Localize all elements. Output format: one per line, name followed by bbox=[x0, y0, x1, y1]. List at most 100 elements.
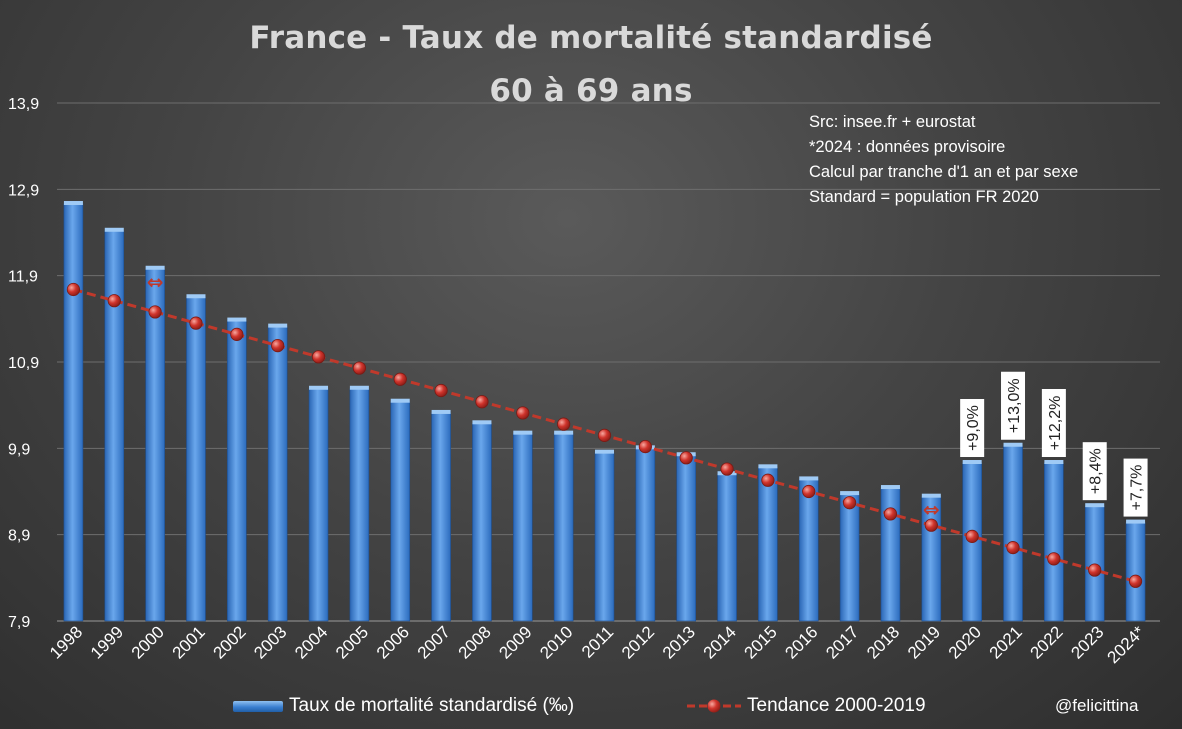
bar bbox=[839, 493, 860, 622]
x-tick-label: 2015 bbox=[741, 622, 781, 662]
x-tick-label: 2024* bbox=[1104, 622, 1149, 667]
x-tick-label: 2021 bbox=[986, 622, 1026, 662]
x-tick-label: 2001 bbox=[169, 622, 209, 662]
x-tick-label: 2000 bbox=[128, 622, 168, 662]
bar-cap bbox=[309, 385, 329, 390]
x-tick-label: 2011 bbox=[578, 622, 617, 661]
data-label: +8,4% bbox=[1082, 442, 1107, 501]
y-axis-ticks: 7,9 8,9 9,9 10,9 11,9 12,9 13,9 bbox=[8, 96, 39, 631]
legend-trend-marker bbox=[707, 699, 721, 713]
data-label: +13,0% bbox=[1001, 371, 1026, 440]
bar bbox=[267, 326, 288, 622]
trend-series bbox=[66, 282, 1143, 588]
bar bbox=[63, 203, 84, 622]
legend-label-trend: Tendance 2000-2019 bbox=[747, 695, 926, 716]
trend-point bbox=[557, 417, 571, 431]
bar bbox=[349, 388, 370, 622]
trend-point bbox=[148, 305, 162, 319]
source-note: Src: insee.fr + eurostat *2024 : données… bbox=[809, 110, 1078, 210]
x-tick-label: 1998 bbox=[46, 622, 86, 662]
x-tick-label: 2023 bbox=[1067, 622, 1107, 662]
bar-cap bbox=[227, 317, 247, 322]
legend-marks bbox=[687, 699, 741, 713]
bar bbox=[717, 473, 737, 622]
data-label-text: +13,0% bbox=[1006, 378, 1023, 433]
bar bbox=[676, 454, 697, 622]
bar bbox=[472, 422, 492, 622]
bar bbox=[1125, 522, 1146, 622]
x-tick-label: 2008 bbox=[455, 622, 495, 662]
y-tick-label: 10,9 bbox=[8, 355, 39, 372]
trend-point bbox=[393, 372, 407, 386]
bar-cap bbox=[880, 485, 900, 490]
trend-point bbox=[1128, 574, 1143, 588]
bar bbox=[390, 401, 411, 622]
trend-point bbox=[271, 338, 285, 353]
data-label-text: +12,2% bbox=[1047, 396, 1064, 451]
data-label: +12,2% bbox=[1041, 389, 1066, 458]
bar bbox=[186, 296, 206, 622]
y-tick-label: 12,9 bbox=[8, 182, 39, 199]
bar bbox=[1044, 462, 1064, 622]
change-marker: ⇔ bbox=[147, 270, 164, 294]
trend-point bbox=[107, 294, 121, 308]
x-tick-label: 2019 bbox=[904, 622, 944, 662]
trend-point bbox=[311, 350, 326, 364]
bar-cap bbox=[840, 491, 860, 496]
source-line: Src: insee.fr + eurostat bbox=[809, 113, 976, 131]
bar-cap bbox=[1085, 503, 1105, 508]
trend-point bbox=[883, 507, 898, 521]
x-tick-label: 2010 bbox=[536, 622, 576, 662]
trend-point bbox=[230, 327, 244, 341]
bar-cap bbox=[390, 398, 410, 403]
trend-point bbox=[516, 406, 530, 420]
data-label: +9,0% bbox=[960, 399, 985, 458]
bar-cap bbox=[349, 385, 369, 390]
x-tick-label: 2020 bbox=[945, 622, 985, 662]
bar-cap bbox=[799, 476, 819, 481]
data-label: +7,7% bbox=[1123, 458, 1148, 517]
trend-point bbox=[843, 496, 857, 510]
source-line: *2024 : données provisoire bbox=[809, 138, 1006, 156]
trend-point bbox=[638, 440, 652, 454]
y-tick-label: 8,9 bbox=[8, 528, 30, 545]
x-tick-label: 2012 bbox=[618, 622, 658, 662]
x-tick-label: 2009 bbox=[495, 622, 535, 662]
trend-point bbox=[1006, 541, 1020, 555]
bar-cap bbox=[1044, 460, 1064, 465]
source-line: Calcul par tranche d'1 an et par sexe bbox=[809, 163, 1079, 181]
bar-cap bbox=[268, 323, 288, 328]
x-tick-label: 2007 bbox=[414, 622, 454, 662]
bar-cap bbox=[431, 409, 451, 414]
chart-subtitle: 60 à 69 ans bbox=[489, 73, 693, 109]
data-label-box bbox=[1001, 371, 1026, 440]
x-tick-label: 2005 bbox=[332, 622, 372, 662]
bar-cap bbox=[186, 294, 206, 299]
bar-cap bbox=[962, 460, 982, 465]
trend-point bbox=[720, 462, 734, 476]
y-tick-label: 11,9 bbox=[8, 269, 38, 286]
bar-cap bbox=[63, 201, 83, 206]
trend-point bbox=[189, 316, 203, 330]
bar-cap bbox=[1003, 442, 1023, 447]
bar bbox=[431, 412, 451, 622]
bar-cap bbox=[472, 420, 492, 425]
x-tick-label: 2003 bbox=[250, 622, 290, 662]
data-labels: +9,0% +13,0% +12,2% +8,4% +7,7% ⇔ ⇔ bbox=[147, 270, 1148, 522]
x-tick-label: 2004 bbox=[291, 622, 331, 662]
x-tick-label: 2002 bbox=[209, 622, 249, 662]
trend-point bbox=[352, 361, 366, 375]
bar-cap bbox=[758, 464, 778, 469]
trend-point bbox=[475, 395, 489, 409]
legend-label-bars: Taux de mortalité standardisé (‰) bbox=[289, 695, 575, 716]
trend-point bbox=[434, 383, 448, 398]
data-label-box bbox=[1123, 458, 1148, 517]
bar bbox=[594, 452, 615, 622]
x-tick-label: 2018 bbox=[863, 622, 903, 662]
trend-point bbox=[1088, 563, 1102, 577]
bar-cap bbox=[921, 493, 941, 498]
legend-item-trend: Tendance 2000-2019 bbox=[687, 692, 926, 720]
y-tick-label: 9,9 bbox=[8, 441, 30, 458]
change-marker: ⇔ bbox=[923, 498, 940, 522]
